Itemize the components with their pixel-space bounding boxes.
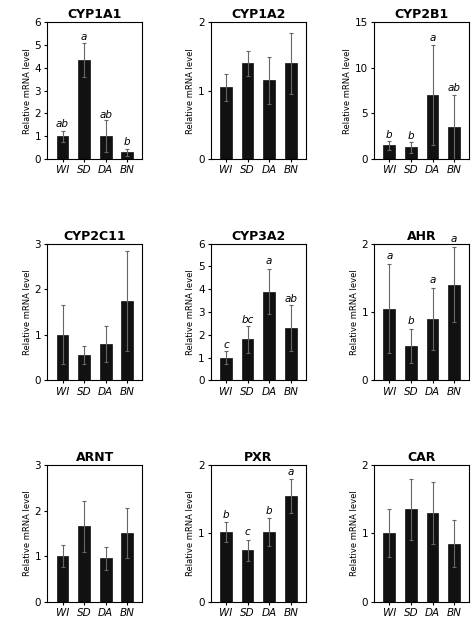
- Text: a: a: [451, 234, 457, 244]
- Title: CYP1A1: CYP1A1: [68, 8, 122, 21]
- Bar: [263, 81, 275, 159]
- Bar: [427, 513, 438, 602]
- Text: ab: ab: [56, 120, 69, 129]
- Y-axis label: Relative mRNA level: Relative mRNA level: [343, 48, 352, 134]
- Bar: [242, 550, 254, 602]
- Bar: [220, 532, 232, 602]
- Text: bc: bc: [241, 314, 254, 324]
- Y-axis label: Relative mRNA level: Relative mRNA level: [186, 490, 195, 576]
- Bar: [285, 328, 297, 380]
- Text: c: c: [245, 527, 250, 537]
- Text: a: a: [266, 257, 273, 266]
- Bar: [100, 136, 112, 159]
- Y-axis label: Relative mRNA level: Relative mRNA level: [23, 490, 32, 576]
- Title: CYP1A2: CYP1A2: [231, 8, 285, 21]
- Title: CYP3A2: CYP3A2: [231, 230, 285, 243]
- Bar: [285, 496, 297, 602]
- Bar: [263, 532, 275, 602]
- Text: ab: ab: [99, 110, 112, 120]
- Text: ab: ab: [284, 294, 297, 304]
- Text: b: b: [124, 137, 131, 147]
- Bar: [263, 291, 275, 380]
- Text: ab: ab: [447, 83, 461, 93]
- Text: b: b: [266, 506, 273, 516]
- Bar: [448, 285, 460, 380]
- Title: AHR: AHR: [407, 230, 437, 243]
- Y-axis label: Relative mRNA level: Relative mRNA level: [350, 490, 359, 576]
- Text: a: a: [429, 33, 436, 44]
- Bar: [427, 319, 438, 380]
- Bar: [448, 543, 460, 602]
- Bar: [56, 556, 68, 602]
- Title: CAR: CAR: [408, 451, 436, 464]
- Y-axis label: Relative mRNA level: Relative mRNA level: [23, 269, 32, 355]
- Title: CYP2C11: CYP2C11: [64, 230, 126, 243]
- Bar: [383, 145, 395, 159]
- Bar: [405, 147, 417, 159]
- Bar: [100, 558, 112, 602]
- Bar: [242, 63, 254, 159]
- Text: b: b: [408, 131, 414, 141]
- Bar: [383, 308, 395, 380]
- Text: a: a: [386, 251, 392, 260]
- Bar: [285, 63, 297, 159]
- Bar: [220, 87, 232, 159]
- Y-axis label: Relative mRNA level: Relative mRNA level: [350, 269, 359, 355]
- Bar: [220, 358, 232, 380]
- Bar: [121, 533, 133, 602]
- Text: b: b: [386, 130, 392, 140]
- Bar: [121, 301, 133, 380]
- Bar: [383, 533, 395, 602]
- Title: ARNT: ARNT: [76, 451, 114, 464]
- Bar: [78, 527, 90, 602]
- Text: a: a: [81, 32, 87, 42]
- Bar: [100, 344, 112, 380]
- Bar: [405, 346, 417, 380]
- Y-axis label: Relative mRNA level: Relative mRNA level: [23, 48, 32, 134]
- Bar: [448, 127, 460, 159]
- Text: b: b: [223, 509, 229, 520]
- Y-axis label: Relative mRNA level: Relative mRNA level: [186, 48, 195, 134]
- Text: b: b: [408, 316, 414, 326]
- Y-axis label: Relative mRNA level: Relative mRNA level: [186, 269, 195, 355]
- Title: CYP2B1: CYP2B1: [395, 8, 449, 21]
- Bar: [405, 509, 417, 602]
- Bar: [121, 152, 133, 159]
- Bar: [78, 60, 90, 159]
- Bar: [427, 95, 438, 159]
- Title: PXR: PXR: [244, 451, 273, 464]
- Text: c: c: [223, 340, 229, 349]
- Text: a: a: [429, 275, 436, 285]
- Bar: [56, 335, 68, 380]
- Text: a: a: [288, 467, 294, 477]
- Bar: [78, 355, 90, 380]
- Bar: [242, 339, 254, 380]
- Bar: [56, 136, 68, 159]
